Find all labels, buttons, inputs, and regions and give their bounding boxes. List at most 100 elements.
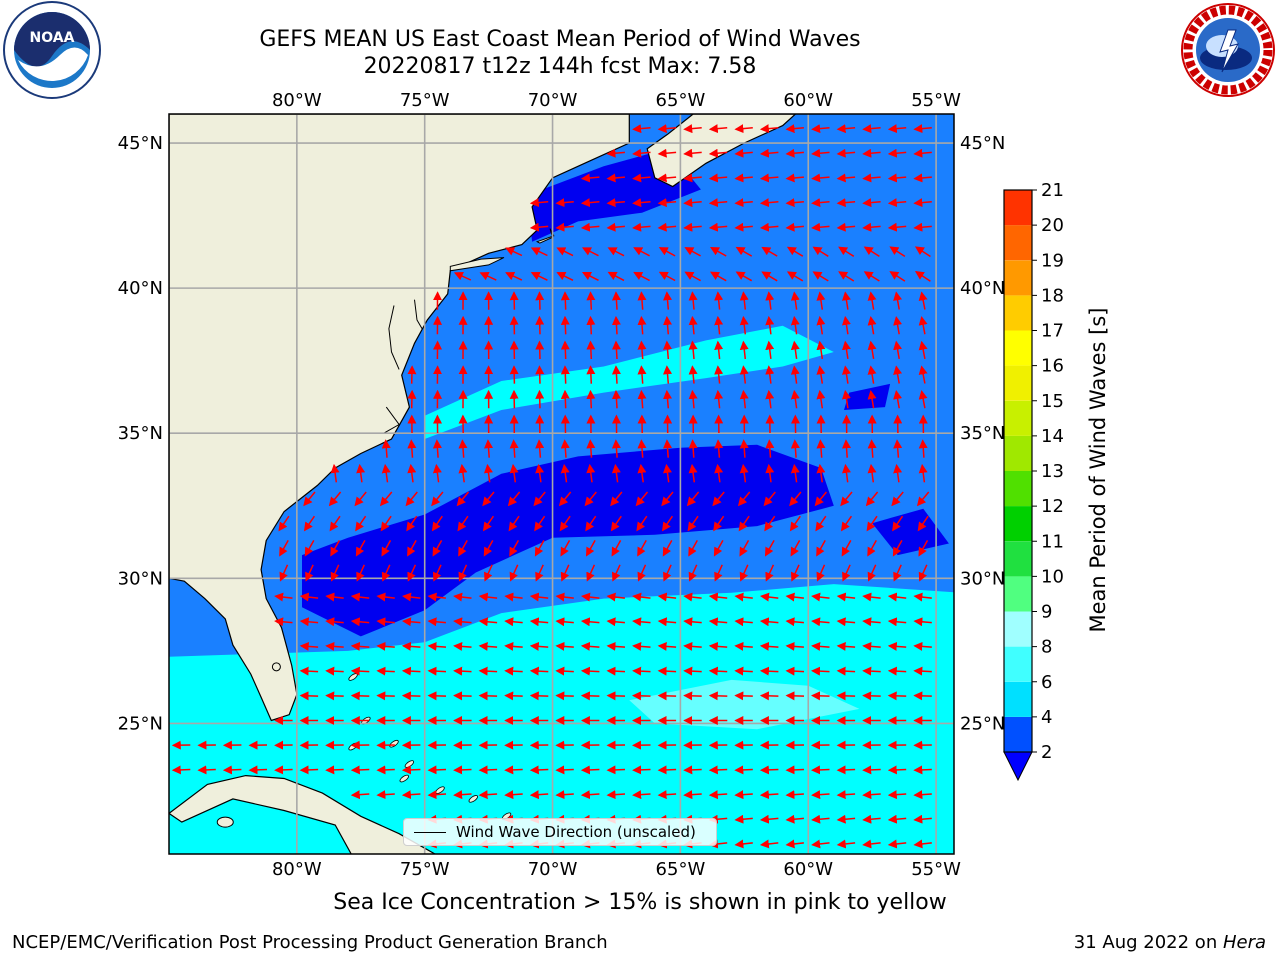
wave-arrow (661, 491, 674, 507)
wave-arrow (811, 148, 830, 158)
wave-arrow (478, 617, 498, 627)
wave-arrow (637, 315, 647, 335)
wave-arrow (816, 389, 826, 409)
colorbar-tick-label: 15 (1041, 391, 1064, 412)
wave-arrow (867, 365, 877, 384)
wave-arrow (663, 365, 673, 384)
wave-arrow (606, 641, 626, 651)
colorbar-tick-label: 21 (1041, 180, 1064, 201)
lat-tick-label-right: 30°N (960, 568, 1005, 589)
wave-arrow (887, 666, 907, 676)
legend-line-icon (414, 832, 446, 833)
wave-arrow (657, 765, 677, 775)
wave-arrow (889, 271, 906, 282)
wave-arrow (836, 222, 856, 232)
wave-arrow (887, 124, 907, 134)
wave-arrow (580, 765, 600, 775)
wave-arrow (635, 491, 649, 507)
wave-arrow (478, 592, 498, 602)
wave-arrow (811, 173, 830, 183)
wave-arrow (606, 148, 625, 158)
wave-arrow (683, 691, 702, 701)
wave-arrow (759, 839, 779, 849)
wave-arrow (325, 765, 344, 775)
wave-arrow (658, 247, 676, 257)
wave-arrow (816, 439, 826, 458)
wave-arrow (632, 173, 651, 183)
wave-arrow (581, 272, 599, 281)
land-bahamas-island (468, 795, 478, 803)
colorbar-segment (1004, 471, 1032, 507)
wave-arrow (893, 291, 903, 310)
wave-arrow (708, 666, 728, 676)
wave-arrow (381, 439, 391, 458)
wave-arrow (606, 198, 625, 208)
wave-arrow (432, 564, 442, 582)
wave-arrow (611, 315, 621, 335)
wave-arrow (816, 315, 826, 335)
wave-arrow (379, 491, 393, 507)
wave-arrow (657, 790, 677, 800)
wave-arrow (637, 463, 647, 483)
lat-tick-label-left: 45°N (118, 133, 163, 154)
wave-arrow (529, 617, 549, 627)
wave-arrow (887, 790, 907, 800)
wave-arrow (662, 540, 673, 557)
wave-arrow (683, 173, 702, 183)
wave-arrow (761, 271, 778, 282)
wave-arrow (535, 340, 545, 360)
lon-tick-label-bottom: 70°W (528, 859, 578, 880)
wave-arrow (555, 641, 574, 651)
wave-arrow (350, 790, 370, 800)
wave-arrow (836, 814, 856, 824)
wave-arrow (637, 439, 647, 458)
lat-tick-label-left: 40°N (118, 278, 163, 299)
wave-arrow (764, 540, 775, 557)
wave-arrow (380, 515, 392, 532)
wave-arrow (431, 491, 444, 507)
wave-arrow (790, 340, 800, 360)
colorbar-tick-label: 18 (1041, 285, 1064, 306)
wave-arrow (688, 540, 698, 557)
wave-arrow (560, 564, 570, 582)
wave-arrow (913, 666, 932, 676)
wave-arrow (555, 691, 574, 701)
wave-arrow (299, 691, 319, 701)
wave-arrow (456, 491, 470, 507)
wave-arrow (862, 617, 881, 627)
wave-arrow (790, 291, 800, 310)
wave-arrow (913, 641, 932, 651)
wave-arrow (478, 666, 498, 676)
wave-arrow (299, 641, 319, 651)
wave-arrow (325, 641, 344, 651)
wave-arrow (688, 340, 698, 360)
wave-arrow (893, 463, 903, 483)
wave-arrow (709, 246, 727, 257)
colorbar-segment (1004, 295, 1032, 331)
lon-tick-label-top: 65°W (656, 90, 706, 111)
wave-arrow (279, 540, 289, 557)
wave-arrow (458, 439, 468, 458)
lon-tick-label-top: 60°W (783, 90, 833, 111)
wave-arrow (862, 691, 881, 701)
wave-arrow (688, 389, 698, 409)
colorbar-tick-label: 2 (1041, 742, 1052, 763)
wave-arrow (763, 491, 776, 507)
wave-arrow (708, 592, 728, 602)
wave-arrow (606, 691, 626, 701)
wave-arrow (401, 666, 421, 676)
wave-arrow (504, 592, 523, 602)
wave-arrow (789, 491, 802, 507)
wave-arrow (580, 666, 600, 676)
wave-arrow (759, 691, 779, 701)
wave-arrow (785, 765, 805, 775)
wave-arrow (687, 515, 699, 532)
wave-arrow (708, 691, 728, 701)
wave-arrow (734, 814, 753, 824)
wave-arrow (453, 765, 472, 775)
wave-arrow (611, 564, 621, 582)
wave-arrow (457, 515, 469, 532)
wave-arrow (504, 617, 523, 627)
lon-tick-label-bottom: 65°W (656, 859, 706, 880)
